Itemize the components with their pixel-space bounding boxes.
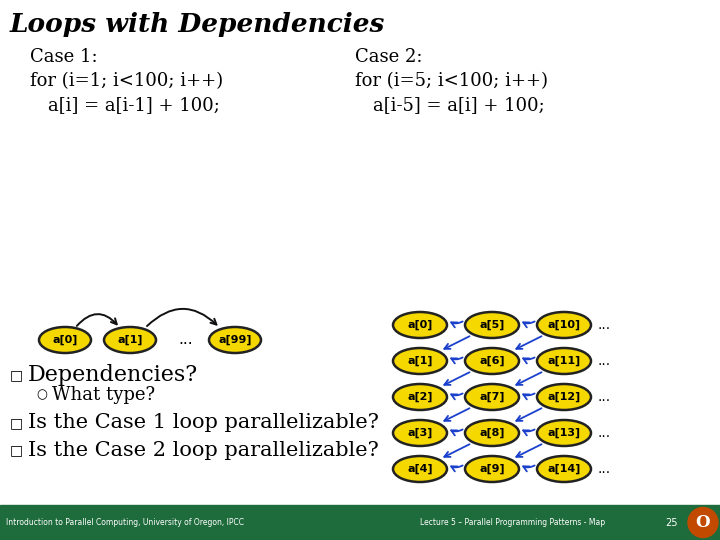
Text: What type?: What type?: [52, 386, 155, 404]
Text: a[0]: a[0]: [53, 335, 78, 345]
Text: Is the Case 2 loop parallelizable?: Is the Case 2 loop parallelizable?: [28, 441, 379, 460]
FancyArrowPatch shape: [523, 321, 535, 327]
Text: a[6]: a[6]: [480, 356, 505, 366]
Text: ...: ...: [598, 390, 611, 404]
Text: Lecture 5 – Parallel Programming Patterns - Map: Lecture 5 – Parallel Programming Pattern…: [420, 518, 605, 527]
Text: a[4]: a[4]: [408, 464, 433, 474]
Circle shape: [688, 508, 718, 537]
Ellipse shape: [393, 420, 447, 446]
Ellipse shape: [537, 384, 591, 410]
Text: a[13]: a[13]: [547, 428, 580, 438]
Bar: [0, 505, 720, 540]
Text: ...: ...: [598, 426, 611, 440]
Text: a[99]: a[99]: [218, 335, 252, 345]
Text: Case 1:: Case 1:: [30, 48, 98, 66]
Text: Dependencies?: Dependencies?: [28, 364, 198, 386]
Text: ...: ...: [179, 333, 193, 348]
FancyArrowPatch shape: [516, 372, 541, 385]
Ellipse shape: [537, 312, 591, 338]
Text: a[8]: a[8]: [480, 428, 505, 438]
Text: a[i-5] = a[i] + 100;: a[i-5] = a[i] + 100;: [373, 96, 545, 114]
FancyArrowPatch shape: [523, 357, 535, 363]
FancyArrowPatch shape: [444, 444, 469, 457]
FancyArrowPatch shape: [523, 465, 535, 471]
Text: a[14]: a[14]: [547, 464, 581, 474]
Text: a[11]: a[11]: [547, 356, 580, 366]
Ellipse shape: [537, 456, 591, 482]
FancyArrowPatch shape: [444, 408, 469, 421]
Text: a[0]: a[0]: [408, 320, 433, 330]
Text: a[i] = a[i-1] + 100;: a[i] = a[i-1] + 100;: [48, 96, 220, 114]
Text: a[1]: a[1]: [408, 356, 433, 366]
FancyArrowPatch shape: [516, 408, 541, 421]
Text: Introduction to Parallel Computing, University of Oregon, IPCC: Introduction to Parallel Computing, Univ…: [6, 518, 244, 527]
Ellipse shape: [465, 312, 519, 338]
Text: □: □: [10, 416, 23, 430]
Text: Loops with Dependencies: Loops with Dependencies: [10, 12, 385, 37]
Text: a[9]: a[9]: [480, 464, 505, 474]
Text: Case 2:: Case 2:: [355, 48, 423, 66]
Ellipse shape: [465, 384, 519, 410]
Text: a[10]: a[10]: [547, 320, 580, 330]
FancyArrowPatch shape: [516, 444, 541, 457]
Text: 25: 25: [666, 517, 678, 528]
FancyArrowPatch shape: [147, 309, 217, 326]
FancyArrowPatch shape: [523, 394, 535, 400]
FancyArrowPatch shape: [523, 429, 535, 435]
Text: a[3]: a[3]: [408, 428, 433, 438]
Ellipse shape: [465, 420, 519, 446]
Text: □: □: [10, 368, 23, 382]
Ellipse shape: [537, 348, 591, 374]
Text: □: □: [10, 443, 23, 457]
Text: ○: ○: [36, 388, 47, 402]
Text: a[1]: a[1]: [117, 335, 143, 345]
Ellipse shape: [39, 327, 91, 353]
Ellipse shape: [393, 312, 447, 338]
Text: for (i=1; i<100; i++): for (i=1; i<100; i++): [30, 72, 223, 90]
FancyArrowPatch shape: [451, 321, 463, 327]
Ellipse shape: [537, 420, 591, 446]
Ellipse shape: [393, 456, 447, 482]
Ellipse shape: [465, 456, 519, 482]
Text: a[5]: a[5]: [480, 320, 505, 330]
FancyArrowPatch shape: [444, 372, 469, 385]
Text: for (i=5; i<100; i++): for (i=5; i<100; i++): [355, 72, 548, 90]
Ellipse shape: [209, 327, 261, 353]
Ellipse shape: [393, 384, 447, 410]
FancyArrowPatch shape: [451, 357, 463, 363]
Text: a[12]: a[12]: [547, 392, 580, 402]
Text: O: O: [696, 514, 711, 531]
Text: a[2]: a[2]: [408, 392, 433, 402]
FancyArrowPatch shape: [451, 429, 463, 435]
FancyArrowPatch shape: [451, 465, 463, 471]
FancyArrowPatch shape: [444, 336, 469, 349]
FancyArrowPatch shape: [516, 336, 541, 349]
Text: ...: ...: [598, 462, 611, 476]
Text: a[7]: a[7]: [480, 392, 505, 402]
FancyArrowPatch shape: [451, 394, 463, 400]
Text: ...: ...: [598, 354, 611, 368]
Ellipse shape: [393, 348, 447, 374]
Ellipse shape: [465, 348, 519, 374]
Text: Is the Case 1 loop parallelizable?: Is the Case 1 loop parallelizable?: [28, 414, 379, 433]
Text: ...: ...: [598, 318, 611, 332]
Ellipse shape: [104, 327, 156, 353]
FancyArrowPatch shape: [77, 314, 117, 326]
